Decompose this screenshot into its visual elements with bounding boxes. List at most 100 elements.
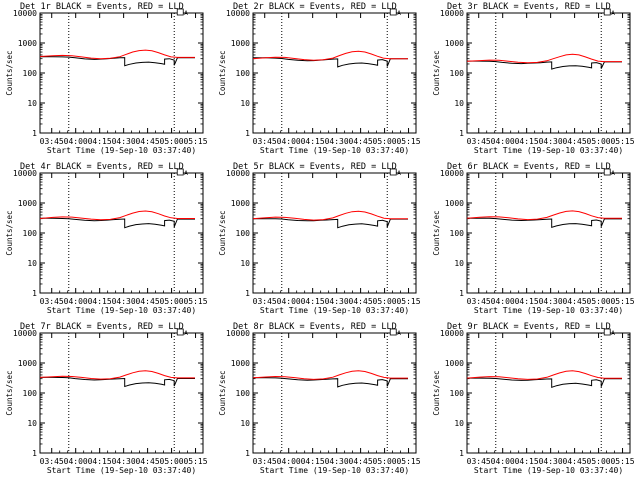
x-tick-label: 04:00 — [491, 457, 515, 466]
x-tick-label: 05:15 — [183, 137, 207, 146]
y-tick-label: 100 — [236, 389, 251, 398]
x-tick-label: 05:00 — [160, 457, 184, 466]
series-events-line — [40, 217, 195, 229]
y-axis: 1 10 100 1000 10000 — [13, 9, 203, 138]
y-tick-label: 1000 — [445, 359, 464, 368]
x-axis-label: Start Time (19-Sep-10 03:37:40) — [47, 146, 196, 155]
x-tick-label: 05:15 — [396, 457, 420, 466]
x-tick-label: 05:00 — [160, 297, 184, 306]
x-tick-label: 04:15 — [88, 297, 112, 306]
marker-box — [176, 328, 184, 336]
marker-label: A — [397, 330, 401, 337]
y-tick-label: 100 — [450, 389, 465, 398]
plot-frame — [39, 332, 204, 454]
y-tick-label: 1 — [245, 129, 250, 138]
y-tick-label: 1 — [459, 449, 464, 458]
x-tick-label: 04:00 — [277, 297, 301, 306]
x-tick-label: 04:45 — [349, 457, 373, 466]
series-lld-line — [466, 370, 622, 380]
y-tick-label: 1 — [459, 129, 464, 138]
series-lld-line — [466, 210, 622, 221]
y-tick-label: 1 — [32, 129, 37, 138]
chart-title: Det 1r BLACK = Events, RED = LLD — [20, 2, 184, 12]
y-axis-label: Counts/sec — [432, 210, 441, 255]
chart-panel-6: Det 6r BLACK = Events, RED = LLD 1 10 100 10… — [432, 162, 635, 315]
x-tick-label: 04:00 — [64, 297, 88, 306]
y-tick-label: 10000 — [13, 9, 37, 18]
x-tick-label: 04:45 — [563, 297, 587, 306]
y-axis-label: Counts/sec — [5, 370, 14, 415]
y-tick-label: 1000 — [18, 39, 37, 48]
x-axis-label: Start Time (19-Sep-10 03:37:40) — [260, 146, 409, 155]
y-tick-label: 1000 — [445, 199, 464, 208]
plot-frame — [252, 12, 417, 134]
chart-panel-3: Det 3r BLACK = Events, RED = LLD 1 10 100 10… — [432, 2, 635, 155]
x-tick-label: 04:00 — [277, 457, 301, 466]
x-tick-label: 04:15 — [301, 457, 325, 466]
y-tick-label: 100 — [236, 229, 251, 238]
x-tick-label: 04:30 — [539, 137, 563, 146]
x-axis: 03:45 04:00 04:15 04:30 04:45 05:00 05:15 — [467, 13, 635, 146]
plot-frame — [466, 12, 631, 134]
x-tick-label: 04:45 — [136, 297, 160, 306]
x-tick-label: 04:45 — [136, 457, 160, 466]
chart-title: Det 7r BLACK = Events, RED = LLD — [20, 322, 184, 332]
y-tick-label: 100 — [450, 69, 465, 78]
x-tick-label: 05:00 — [587, 457, 611, 466]
y-axis-label: Counts/sec — [218, 370, 227, 415]
x-axis-label: Start Time (19-Sep-10 03:37:40) — [474, 466, 623, 475]
series-events-line — [467, 60, 622, 70]
plot-frame — [39, 172, 204, 294]
x-tick-label: 04:15 — [515, 137, 539, 146]
chart-panel-1: Det 1r BLACK = Events, RED = LLD 1 10 100 10… — [5, 2, 208, 155]
series-lld-line — [252, 210, 408, 221]
y-tick-label: 1000 — [18, 199, 37, 208]
x-axis-label: Start Time (19-Sep-10 03:37:40) — [47, 466, 196, 475]
x-tick-label: 04:15 — [515, 457, 539, 466]
x-axis: 03:45 04:00 04:15 04:30 04:45 05:00 05:15 — [253, 333, 421, 466]
y-tick-label: 10 — [27, 99, 37, 108]
x-tick-label: 04:00 — [491, 137, 515, 146]
x-tick-label: 04:15 — [515, 297, 539, 306]
y-axis-label: Counts/sec — [5, 50, 14, 95]
y-tick-label: 100 — [450, 229, 465, 238]
x-tick-label: 04:00 — [64, 137, 88, 146]
chart-title: Det 2r BLACK = Events, RED = LLD — [233, 2, 397, 12]
y-tick-label: 10000 — [440, 329, 464, 338]
chart-panel-2: Det 2r BLACK = Events, RED = LLD 1 10 100 10… — [218, 2, 421, 155]
x-tick-label: 04:15 — [88, 457, 112, 466]
y-tick-label: 1000 — [231, 39, 250, 48]
chart-panel-7: Det 7r BLACK = Events, RED = LLD 1 10 100 10… — [5, 322, 208, 475]
y-tick-label: 10 — [240, 99, 250, 108]
x-tick-label: 03:45 — [40, 457, 64, 466]
chart-title: Det 9r BLACK = Events, RED = LLD — [447, 322, 611, 332]
y-tick-label: 1000 — [18, 359, 37, 368]
x-tick-label: 04:00 — [277, 137, 301, 146]
x-tick-label: 05:15 — [183, 297, 207, 306]
marker-label: A — [397, 170, 401, 177]
marker-box — [176, 8, 184, 16]
chart-panel-8: Det 8r BLACK = Events, RED = LLD 1 10 100 10… — [218, 322, 421, 475]
x-tick-label: 04:45 — [349, 297, 373, 306]
x-tick-label: 05:00 — [373, 457, 397, 466]
y-tick-label: 10000 — [13, 329, 37, 338]
y-tick-label: 100 — [23, 69, 38, 78]
plot-frame — [466, 332, 631, 454]
x-tick-label: 05:15 — [610, 137, 634, 146]
y-tick-label: 100 — [23, 389, 38, 398]
marker-label: A — [611, 10, 615, 17]
marker-label: A — [611, 330, 615, 337]
x-tick-label: 04:30 — [325, 457, 349, 466]
series-events-line — [253, 377, 408, 388]
y-tick-label: 10000 — [440, 169, 464, 178]
y-axis: 1 10 100 1000 10000 — [440, 9, 630, 138]
series-lld-line — [252, 50, 408, 61]
y-axis: 1 10 100 1000 10000 — [13, 329, 203, 458]
series-events-line — [467, 217, 622, 228]
y-tick-label: 10 — [454, 99, 464, 108]
x-tick-label: 05:15 — [610, 297, 634, 306]
series-events-line — [467, 377, 622, 388]
x-tick-label: 05:00 — [373, 297, 397, 306]
y-tick-label: 10000 — [226, 169, 250, 178]
